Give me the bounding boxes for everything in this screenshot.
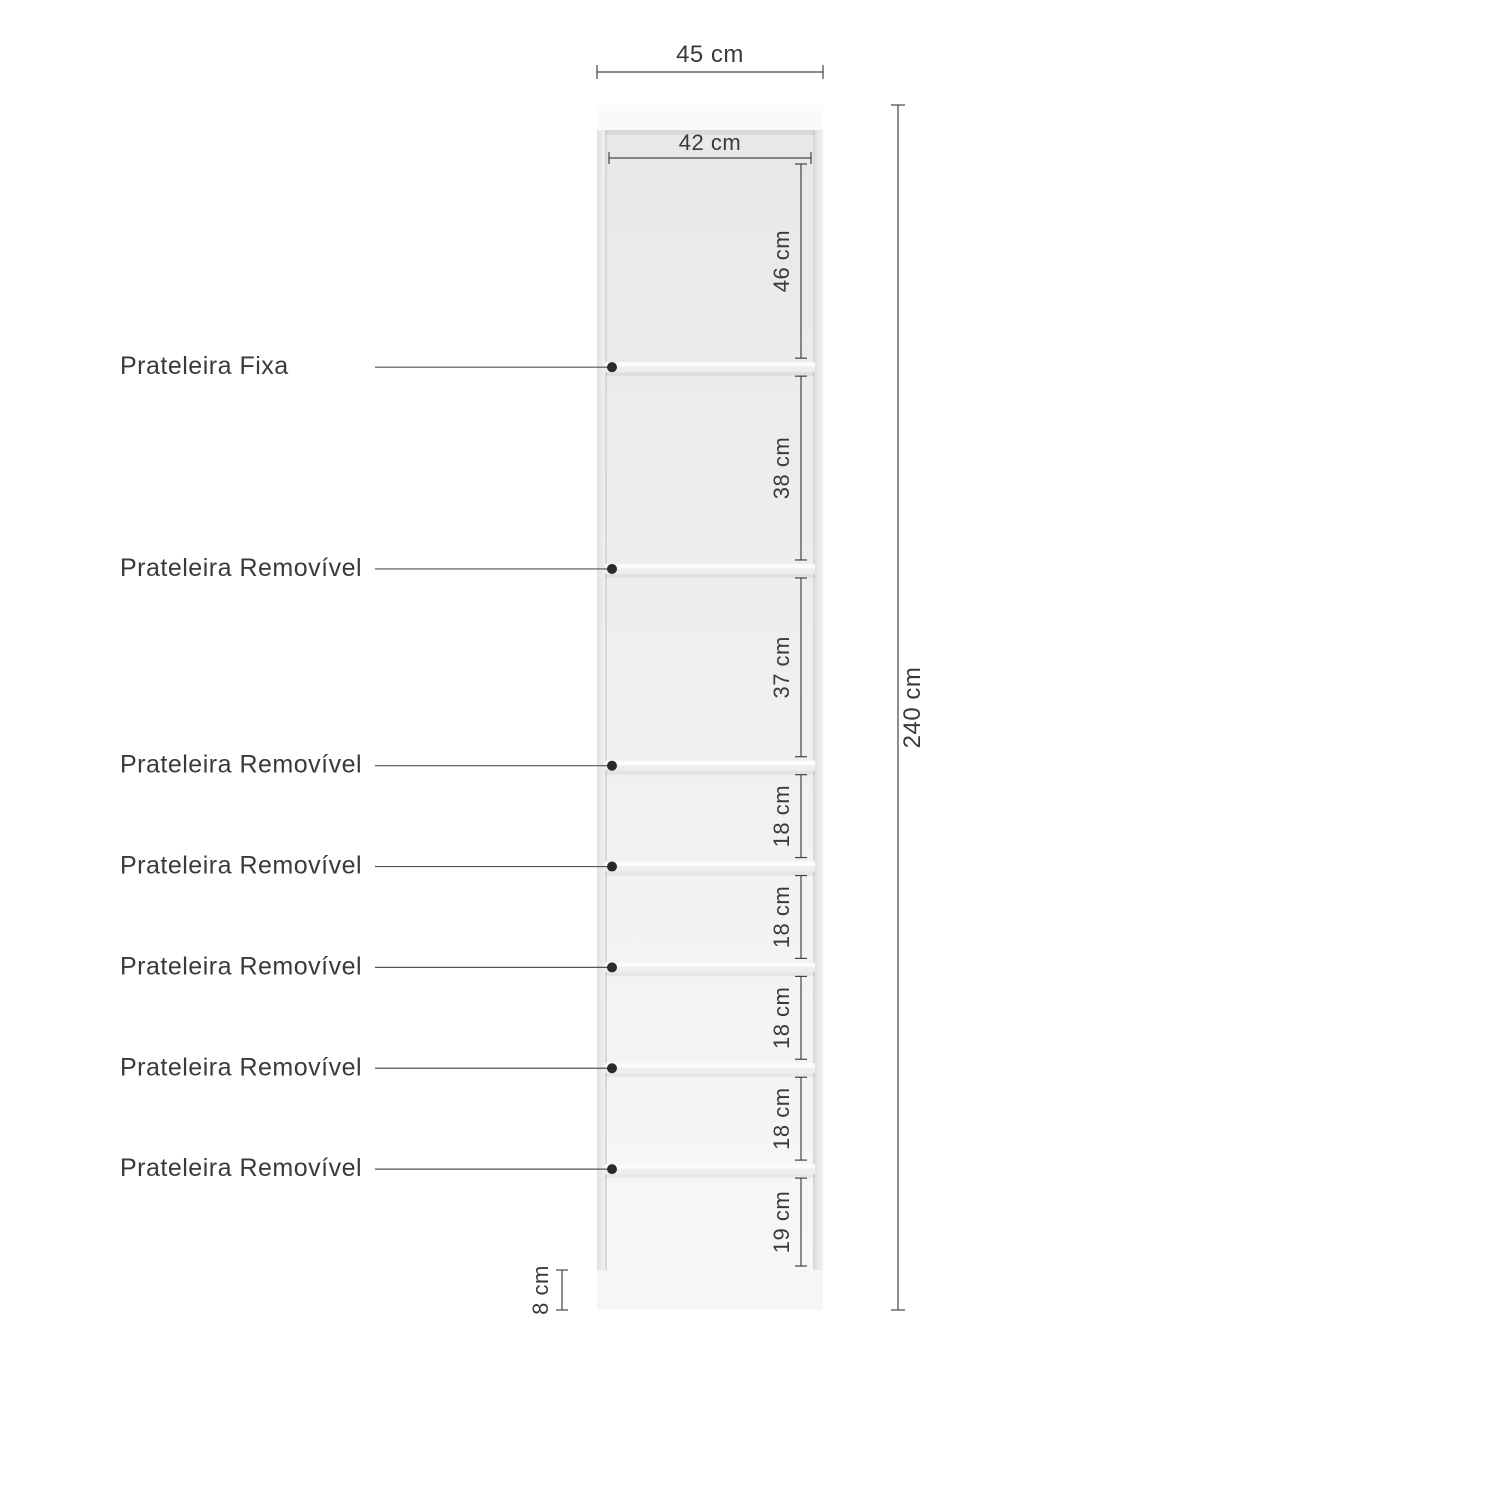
dim-base-height: 8 cm (528, 1265, 568, 1315)
shelf (605, 862, 815, 876)
callout: Prateleira Removível (120, 751, 617, 779)
dim-base-height-label: 8 cm (528, 1265, 553, 1315)
callout-label: Prateleira Removível (120, 1053, 362, 1081)
callout-label: Prateleira Removível (120, 952, 362, 980)
callout-dot (607, 862, 617, 872)
callout-label: Prateleira Removível (120, 554, 362, 582)
dim-compartment-label: 38 cm (769, 437, 794, 499)
dim-compartment-label: 18 cm (769, 987, 794, 1049)
shelf (605, 1063, 815, 1077)
dim-compartment-label: 19 cm (769, 1191, 794, 1253)
dim-compartment-label: 18 cm (769, 886, 794, 948)
callout-dot (607, 1063, 617, 1073)
dim-compartment: 19 cm (769, 1178, 807, 1266)
dim-compartment: 18 cm (769, 775, 807, 858)
callout-dot (607, 564, 617, 574)
shelf (605, 362, 815, 376)
callout-label: Prateleira Removível (120, 852, 362, 880)
callout: Prateleira Removível (120, 1154, 617, 1182)
dim-total-height-label: 240 cm (899, 667, 926, 749)
dim-outer-width-label: 45 cm (676, 41, 744, 68)
callout: Prateleira Removível (120, 1053, 617, 1081)
shelf (605, 962, 815, 976)
callout: Prateleira Fixa (120, 352, 617, 380)
shelf (605, 761, 815, 775)
shelf (605, 1164, 815, 1178)
callout: Prateleira Removível (120, 852, 617, 880)
callout: Prateleira Removível (120, 952, 617, 980)
dim-compartment: 18 cm (769, 976, 807, 1059)
callout-dot (607, 761, 617, 771)
callout-label: Prateleira Fixa (120, 352, 289, 380)
dim-compartment-label: 18 cm (769, 1087, 794, 1149)
dim-compartment-label: 37 cm (769, 636, 794, 698)
callout-label: Prateleira Removível (120, 751, 362, 779)
dim-inner-width-label: 42 cm (679, 130, 741, 155)
callout-dot (607, 1164, 617, 1174)
dim-total-height: 240 cm (891, 105, 926, 1310)
shelf (605, 564, 815, 578)
dim-compartment-label: 46 cm (769, 230, 794, 292)
dim-compartment: 18 cm (769, 1077, 807, 1160)
dim-compartment-label: 18 cm (769, 785, 794, 847)
callout: Prateleira Removível (120, 554, 617, 582)
dim-outer-width: 45 cm (597, 41, 823, 79)
callout-label: Prateleira Removível (120, 1154, 362, 1182)
callout-dot (607, 962, 617, 972)
dim-compartment: 18 cm (769, 876, 807, 959)
callout-dot (607, 362, 617, 372)
